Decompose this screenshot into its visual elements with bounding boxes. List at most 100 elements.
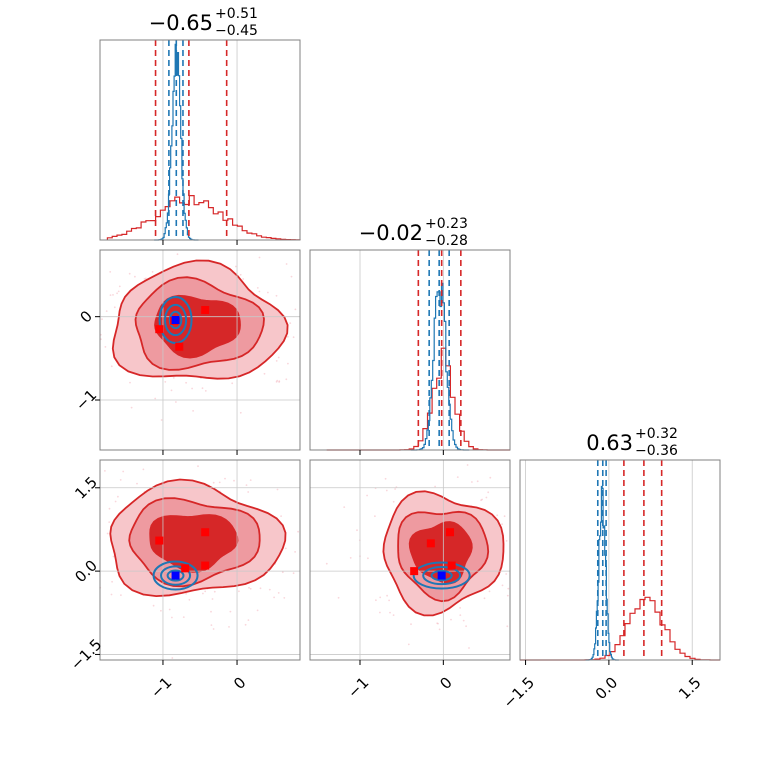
scatter-point — [275, 294, 278, 297]
scatter-point — [170, 389, 173, 392]
scatter-point — [110, 593, 113, 596]
scatter-point — [459, 614, 462, 616]
blue-contour-20-ring-2 — [166, 569, 185, 582]
y-tick-label: 1.5 — [71, 473, 101, 503]
scatter-point — [337, 596, 340, 599]
scatter-point — [379, 611, 381, 614]
x-tick-label: 0 — [436, 673, 455, 692]
scatter-point — [247, 491, 250, 493]
scatter-point — [175, 401, 177, 403]
scatter-point — [483, 597, 486, 600]
scatter-point — [375, 599, 377, 602]
scatter-point — [109, 294, 112, 296]
panel-title-0: −0.65 +0.51−0.45 — [149, 6, 258, 39]
scatter-point — [134, 275, 136, 278]
scatter-point — [287, 335, 289, 338]
y-tick-label: 0 — [76, 307, 95, 326]
scatter-point — [172, 377, 175, 379]
scatter-point — [280, 515, 282, 517]
scatter-point — [145, 277, 147, 280]
scatter-point — [481, 498, 483, 501]
scatter-point — [211, 598, 214, 600]
scatter-point — [238, 590, 240, 593]
scatter-point — [275, 360, 278, 362]
scatter-point — [505, 540, 508, 542]
axes-frame — [519, 459, 721, 661]
title-upper-error: +0.32 — [635, 426, 678, 442]
scatter-point — [185, 592, 188, 595]
hist-blue-0 — [154, 43, 199, 241]
scatter-point — [386, 594, 388, 597]
blue-marker — [437, 571, 446, 580]
scatter-point — [114, 500, 117, 503]
scatter-point — [489, 476, 492, 479]
axes-frame — [99, 39, 301, 241]
blue-marker — [171, 316, 180, 324]
scatter-point — [111, 580, 113, 583]
scatter-point — [379, 596, 382, 599]
scatter-point — [218, 481, 221, 484]
scatter-point — [104, 346, 107, 348]
scatter-point — [210, 624, 213, 626]
scatter-point — [113, 306, 116, 309]
x-tick-label: −1 — [147, 673, 175, 701]
red-marker — [155, 325, 164, 334]
scatter-point — [228, 626, 230, 628]
scatter-point — [212, 481, 215, 484]
scatter-point — [392, 500, 395, 503]
y-tick-label: 0.0 — [71, 556, 101, 586]
scatter-point — [185, 381, 188, 384]
scatter-point — [168, 608, 171, 611]
scatter-point — [239, 273, 242, 276]
x-tick-label: −1 — [344, 673, 372, 701]
scatter-point — [506, 625, 509, 628]
scatter-point — [407, 643, 410, 646]
scatter-point — [356, 529, 358, 532]
scatter-point — [450, 618, 452, 621]
hist-blue-1 — [410, 282, 470, 451]
title-lower-error: −0.36 — [635, 443, 678, 459]
scatter-point — [501, 584, 504, 587]
scatter-point — [487, 491, 490, 494]
scatter-point — [188, 598, 191, 601]
scatter-point — [501, 523, 503, 526]
scatter-point — [258, 256, 261, 259]
scatter-point — [281, 571, 284, 574]
red-marker — [446, 528, 454, 537]
scatter-point — [249, 479, 252, 481]
scatter-point — [289, 322, 292, 324]
scatter-point — [143, 278, 146, 280]
scatter-point — [283, 597, 286, 599]
scatter-point — [120, 594, 122, 596]
scatter-point — [388, 599, 390, 602]
scatter-point — [242, 278, 245, 280]
scatter-point — [224, 477, 226, 480]
red-contour-20-level-2 — [149, 514, 239, 573]
scatter-point — [229, 610, 232, 613]
scatter-point — [505, 573, 508, 575]
scatter-point — [171, 657, 174, 659]
scatter-point — [117, 290, 120, 293]
scatter-point — [438, 628, 441, 631]
scatter-point — [112, 294, 114, 296]
scatter-point — [389, 611, 391, 614]
scatter-point — [374, 515, 376, 518]
scatter-point — [244, 623, 247, 626]
scatter-point — [277, 592, 280, 594]
scatter-point — [171, 616, 173, 619]
axes-frame — [99, 459, 301, 661]
scatter-point — [410, 623, 412, 626]
scatter-point — [325, 562, 328, 565]
scatter-point — [130, 406, 133, 409]
title-lower-error: −0.28 — [425, 233, 468, 249]
scatter-point — [297, 530, 299, 533]
scatter-point — [248, 586, 250, 589]
scatter-point — [212, 628, 215, 630]
scatter-point — [503, 515, 506, 518]
scatter-point — [292, 572, 295, 575]
scatter-point — [197, 465, 199, 468]
scatter-point — [239, 411, 242, 414]
scatter-point — [273, 596, 275, 599]
blue-contour-10-ring-1 — [163, 303, 188, 337]
